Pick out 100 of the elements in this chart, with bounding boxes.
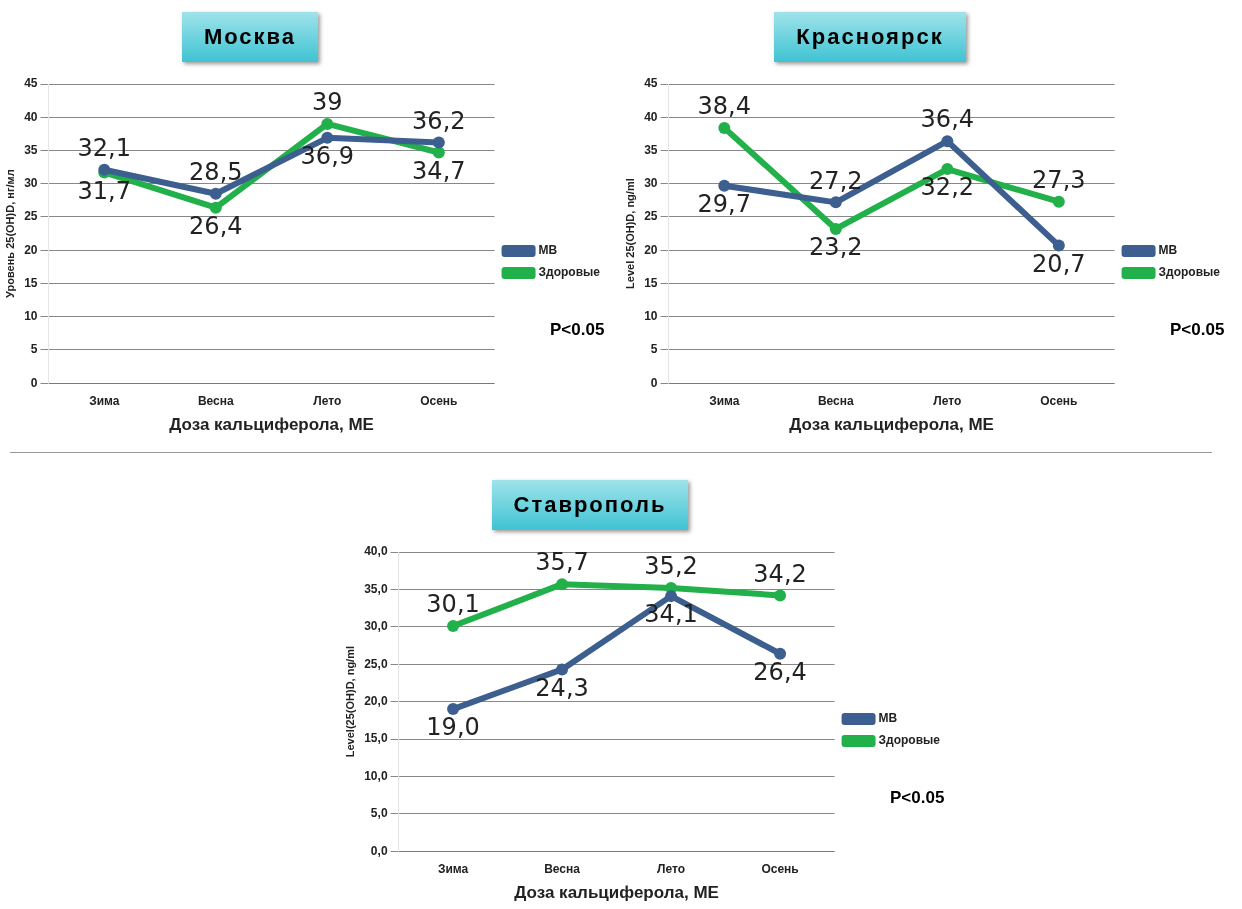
x-tick-label: Зима bbox=[437, 861, 469, 876]
y-tick-label: 0,0 bbox=[370, 843, 388, 858]
y-tick-label: 30 bbox=[644, 176, 658, 191]
data-label: 24,3 bbox=[535, 673, 589, 702]
x-tick-label: Зима bbox=[89, 393, 120, 408]
x-tick-label: Лето bbox=[933, 393, 962, 408]
y-tick-label: 40 bbox=[24, 109, 38, 124]
data-label: 26,4 bbox=[753, 657, 807, 686]
data-label: 34,2 bbox=[753, 559, 807, 588]
y-tick-label: 10 bbox=[644, 309, 658, 324]
data-label: 35,2 bbox=[644, 552, 698, 581]
point bbox=[829, 222, 842, 235]
data-label: 34,7 bbox=[412, 156, 466, 185]
point bbox=[556, 663, 569, 676]
legend-label: МВ bbox=[878, 711, 898, 726]
data-label: 27,2 bbox=[809, 166, 863, 195]
point bbox=[209, 187, 222, 200]
y-axis-title: Уровень 25(OH)D, нг/мл bbox=[3, 169, 16, 298]
point bbox=[321, 117, 334, 130]
point bbox=[774, 647, 787, 660]
data-label: 36,9 bbox=[300, 142, 355, 171]
text: P<0.05 bbox=[1170, 320, 1225, 340]
data-label: 39 bbox=[312, 88, 343, 117]
y-tick-label: 35 bbox=[24, 142, 38, 157]
y-tick-label: 5 bbox=[650, 342, 658, 357]
data-label: 29,7 bbox=[697, 189, 752, 218]
y-tick-label: 30 bbox=[24, 176, 38, 191]
data-label: 19,0 bbox=[426, 713, 480, 742]
y-tick-label: 40 bbox=[644, 109, 658, 124]
y-tick-label: 15 bbox=[24, 275, 38, 290]
x-tick-label: Весна bbox=[817, 393, 855, 408]
y-tick-label: 25,0 bbox=[364, 656, 388, 671]
y-tick-label: 35 bbox=[644, 142, 658, 157]
x-tick-label: Осень bbox=[420, 393, 458, 408]
point bbox=[432, 136, 445, 149]
y-tick-label: 5 bbox=[30, 342, 38, 357]
chart-title: Ставрополь bbox=[491, 480, 689, 530]
y-tick-label: 40,0 bbox=[364, 544, 388, 559]
y-axis-title: Level 25(OH)D, ng/ml bbox=[623, 178, 636, 289]
y-tick-label: 30,0 bbox=[364, 619, 388, 634]
y-tick-label: 0 bbox=[650, 375, 658, 390]
x-tick-label: Лето bbox=[313, 393, 342, 408]
data-label: 36,4 bbox=[920, 105, 975, 134]
x-axis-title: Доза кальциферола, МЕ bbox=[169, 415, 374, 435]
point bbox=[556, 578, 569, 591]
point bbox=[829, 196, 842, 209]
data-label: 32,1 bbox=[77, 134, 132, 163]
data-label: 32,2 bbox=[920, 173, 975, 202]
data-label: 23,2 bbox=[809, 233, 863, 262]
y-tick-label: 25 bbox=[644, 209, 658, 224]
text: P<0.05 bbox=[890, 788, 945, 808]
point bbox=[774, 589, 787, 602]
point bbox=[941, 135, 954, 148]
x-tick-label: Зима bbox=[709, 393, 740, 408]
x-tick-label: Весна bbox=[197, 393, 235, 408]
y-tick-label: 45 bbox=[644, 76, 658, 91]
y-tick-label: 10,0 bbox=[364, 768, 388, 783]
y-tick-label: 10 bbox=[24, 309, 38, 324]
y-tick-label: 20 bbox=[644, 242, 658, 257]
y-tick-label: 25 bbox=[24, 209, 38, 224]
y-tick-label: 20 bbox=[24, 242, 38, 257]
legend-label: МВ bbox=[538, 243, 558, 258]
y-tick-label: 15 bbox=[644, 275, 658, 290]
y-tick-label: 35,0 bbox=[364, 581, 388, 596]
data-label: 27,3 bbox=[1032, 165, 1086, 194]
x-axis-title: Доза кальциферола, МЕ bbox=[514, 883, 719, 903]
x-tick-label: Лето bbox=[657, 861, 686, 876]
point bbox=[209, 201, 222, 214]
point bbox=[1052, 195, 1065, 208]
data-label: 31,7 bbox=[77, 176, 132, 205]
y-tick-label: 15,0 bbox=[364, 731, 388, 746]
point bbox=[1052, 239, 1065, 252]
legend-label: МВ bbox=[1158, 243, 1178, 258]
data-label: 36,2 bbox=[412, 106, 466, 135]
x-tick-label: Весна bbox=[544, 861, 581, 876]
point bbox=[941, 163, 954, 176]
point bbox=[718, 121, 731, 134]
x-axis-title: Доза кальциферола, МЕ bbox=[789, 415, 994, 435]
y-tick-label: 20,0 bbox=[364, 693, 388, 708]
point bbox=[432, 146, 445, 159]
chart-title: Красноярск bbox=[774, 12, 966, 62]
x-tick-label: Осень bbox=[1040, 393, 1078, 408]
point bbox=[447, 703, 460, 716]
point bbox=[447, 620, 460, 633]
x-tick-label: Осень bbox=[761, 861, 799, 876]
legend-label: Здоровые bbox=[538, 265, 601, 280]
chart-title: Москва bbox=[181, 12, 319, 62]
data-label: 30,1 bbox=[426, 590, 480, 619]
data-label: 28,5 bbox=[189, 157, 243, 186]
point bbox=[665, 590, 678, 603]
point bbox=[718, 179, 731, 192]
data-label: 35,7 bbox=[535, 548, 589, 577]
y-axis-title: Level(25(OH)D, ng/ml bbox=[343, 645, 356, 758]
data-label: 34,1 bbox=[644, 600, 698, 629]
y-tick-label: 5,0 bbox=[370, 806, 388, 821]
y-tick-label: 45 bbox=[24, 76, 38, 91]
data-label: 38,4 bbox=[697, 92, 752, 121]
data-label: 20,7 bbox=[1032, 249, 1086, 278]
point bbox=[321, 131, 334, 144]
text: P<0.05 bbox=[550, 320, 605, 340]
